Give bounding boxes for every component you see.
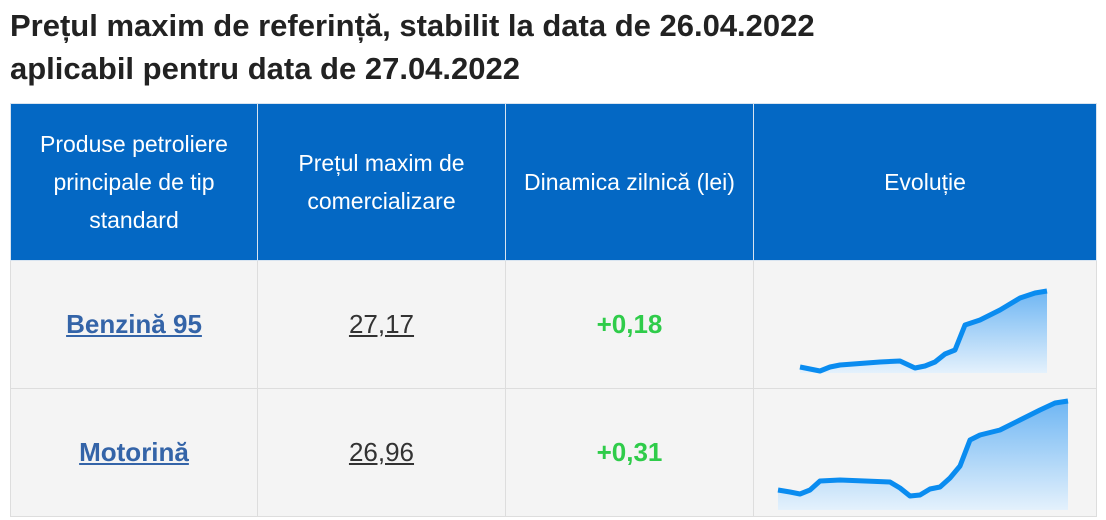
title: Prețul maxim de referință, stabilit la d… [10, 4, 815, 90]
cell: 26,96 [257, 388, 506, 517]
row: Motorină 26,96 +0,31 [10, 388, 1097, 517]
daily-change: +0,31 [596, 437, 663, 467]
header-cell: Produse petroliere principale de tip sta… [10, 103, 258, 261]
header-cell: Prețul maxim de comercializare [257, 103, 506, 261]
price[interactable]: 26,96 [348, 437, 415, 467]
cell: Motorină [10, 388, 258, 517]
header-row: Produse petroliere principale de tip sta… [10, 103, 1097, 261]
cell: 27,17 [257, 260, 506, 389]
daily-change: +0,18 [596, 309, 663, 339]
header-cell: Dinamica zilnică (lei) [505, 103, 754, 261]
cell [753, 260, 1097, 389]
row: Benzină 95 27,17 +0,18 [10, 260, 1097, 389]
product-link[interactable]: Motorină [79, 437, 189, 467]
title-line: aplicabil pentru data de 27.04.2022 [10, 51, 521, 86]
price-table: Produse petroliere principale de tip sta… [10, 103, 1097, 517]
header-cell: Evoluție [753, 103, 1097, 261]
cell: Benzină 95 [10, 260, 258, 389]
price[interactable]: 27,17 [348, 309, 415, 339]
product-link[interactable]: Benzină 95 [66, 309, 202, 339]
title-line: Prețul maxim de referință, stabilit la d… [10, 8, 815, 43]
cell: +0,18 [505, 260, 754, 389]
cell [753, 388, 1097, 517]
cell: +0,31 [505, 388, 754, 517]
